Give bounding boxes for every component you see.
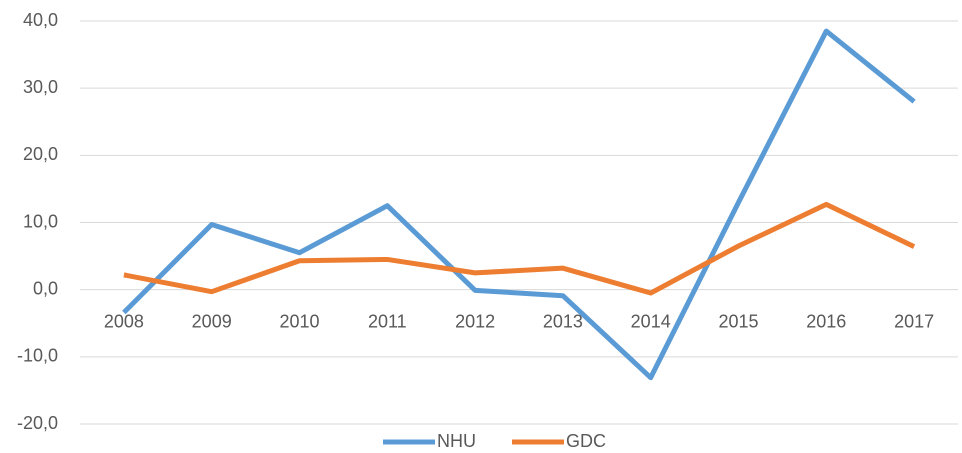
y-tick-label: -20,0 xyxy=(17,413,58,433)
x-tick-label: 2009 xyxy=(192,311,232,331)
y-tick-label: 10,0 xyxy=(23,211,58,231)
x-tick-label: 2016 xyxy=(806,311,846,331)
line-series xyxy=(123,201,916,296)
legend-label: GDC xyxy=(566,431,606,451)
y-tick-label: 0,0 xyxy=(33,278,58,298)
x-tick-label: 2011 xyxy=(368,311,407,331)
x-tick-label: 2014 xyxy=(631,311,671,331)
x-tick-label: 2012 xyxy=(455,311,495,331)
y-tick-label: 30,0 xyxy=(23,77,58,97)
line-series xyxy=(122,28,916,381)
legend-label: NHU xyxy=(437,431,476,451)
x-tick-label: 2015 xyxy=(718,311,758,331)
x-tick-label: 2013 xyxy=(543,311,583,331)
x-tick-label: 2010 xyxy=(279,311,319,331)
y-tick-label: -10,0 xyxy=(17,346,58,366)
x-tick-label: 2008 xyxy=(104,311,144,331)
y-tick-label: 40,0 xyxy=(23,10,58,30)
x-tick-label: 2017 xyxy=(894,311,934,331)
y-tick-label: 20,0 xyxy=(23,144,58,164)
